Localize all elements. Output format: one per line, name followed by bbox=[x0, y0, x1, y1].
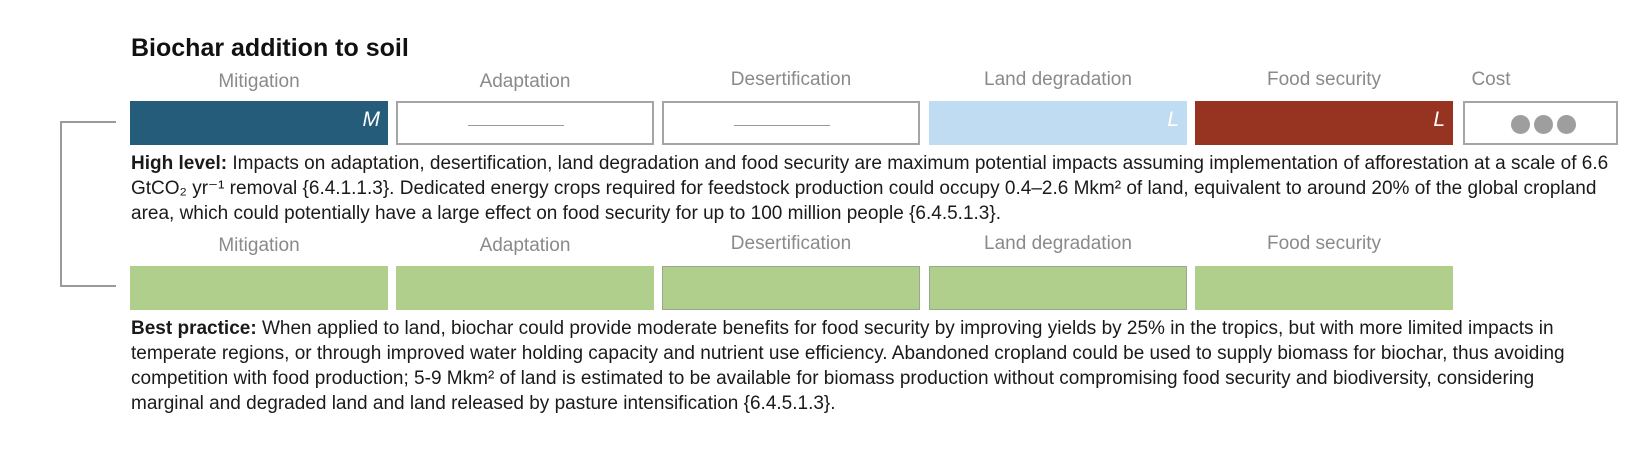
cost-dot-icon bbox=[1511, 115, 1530, 134]
best-practice-label: Best practice: bbox=[131, 318, 257, 339]
mitigation-box: M bbox=[130, 101, 388, 145]
no-data-dash bbox=[734, 125, 830, 126]
best-practice-mitigation-box bbox=[130, 266, 388, 310]
cost-dot-icon bbox=[1557, 115, 1576, 134]
row1-header-adaptation: Adaptation bbox=[479, 71, 571, 92]
high-level-label: High level: bbox=[131, 153, 228, 174]
no-data-dash bbox=[468, 125, 564, 126]
row1-header-cost: Cost bbox=[1471, 69, 1511, 90]
page-title: Biochar addition to soil bbox=[131, 34, 409, 62]
row2-header-land-degradation: Land degradation bbox=[984, 233, 1132, 254]
high-level-paragraph: High level: Impacts on adaptation, deser… bbox=[131, 151, 1611, 226]
best-practice-desertification-box bbox=[662, 266, 920, 310]
food-security-box: L bbox=[1195, 101, 1453, 145]
best-practice-paragraph: Best practice: When applied to land, bio… bbox=[131, 316, 1611, 416]
row2-header-mitigation: Mitigation bbox=[218, 235, 300, 256]
row1-header-desertification: Desertification bbox=[730, 69, 852, 90]
row2-header-desertification: Desertification bbox=[730, 233, 852, 254]
best-practice-land-degradation-box bbox=[929, 266, 1187, 310]
bracket-bottom-arm bbox=[60, 285, 116, 287]
best-practice-adaptation-box bbox=[396, 266, 654, 310]
row1-header-food-security: Food security bbox=[1266, 69, 1382, 90]
land-degradation-box: L bbox=[929, 101, 1187, 145]
bracket-top-arm bbox=[60, 121, 116, 123]
adaptation-box bbox=[396, 101, 654, 145]
row2-header-adaptation: Adaptation bbox=[479, 235, 571, 256]
row2-header-food-security: Food security bbox=[1266, 233, 1382, 254]
desertification-box bbox=[662, 101, 920, 145]
mitigation-level-letter: M bbox=[362, 108, 381, 131]
cost-dot-icon bbox=[1534, 115, 1553, 134]
high-level-text: Impacts on adaptation, desertification, … bbox=[131, 153, 1609, 224]
best-practice-text: When applied to land, biochar could prov… bbox=[131, 318, 1565, 414]
row1-header-mitigation: Mitigation bbox=[218, 71, 300, 92]
land-degradation-level-letter: L bbox=[1167, 108, 1179, 131]
row1-header-land-degradation: Land degradation bbox=[984, 69, 1132, 90]
food-security-level-letter: L bbox=[1433, 108, 1445, 131]
cost-box bbox=[1463, 101, 1618, 145]
bracket-line bbox=[60, 121, 62, 287]
best-practice-food-security-box bbox=[1195, 266, 1453, 310]
